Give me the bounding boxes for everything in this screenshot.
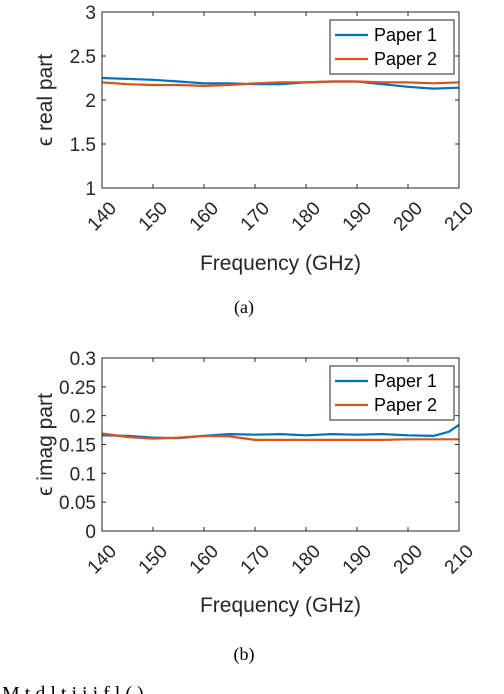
y-tick-label: 2.5 <box>70 47 96 68</box>
x-tick-label: 180 <box>288 198 325 235</box>
x-tick-label: 140 <box>84 541 121 578</box>
x-tick-label: 180 <box>288 541 325 578</box>
y-axis-label: ϵ real part <box>34 54 57 146</box>
x-tick-label: 200 <box>390 541 427 578</box>
y-tick-label: 0 <box>85 522 96 543</box>
x-tick-label: 150 <box>135 198 172 235</box>
x-tick-label: 200 <box>390 198 427 235</box>
legend-box <box>329 19 455 75</box>
x-tick-label: 160 <box>186 541 223 578</box>
y-tick-label: 0.2 <box>70 407 96 428</box>
y-axis-label: ϵ imag part <box>34 393 57 496</box>
y-tick-label: 1 <box>85 179 96 200</box>
panel-caption: (b) <box>234 644 255 665</box>
x-tick-label: 170 <box>237 541 274 578</box>
y-tick-label: 0.1 <box>70 464 96 485</box>
x-tick-label: 170 <box>237 198 274 235</box>
legend-label-1: Paper 1 <box>374 371 437 391</box>
y-tick-label: 3 <box>85 3 96 24</box>
y-tick-label: 0.15 <box>59 436 96 457</box>
legend-box <box>329 365 455 421</box>
x-tick-label: 210 <box>441 541 478 578</box>
series-line-2 <box>101 432 459 441</box>
chart-panel-2: 140 150 160 170 180 190 200 210 0 0.05 0.1 0.15 0.2 0… <box>34 349 478 665</box>
y-tick-label: 0.25 <box>59 378 96 399</box>
x-tick-label: 190 <box>339 198 376 235</box>
x-tick-label: 140 <box>84 198 121 235</box>
x-axis-label: Frequency (GHz) <box>200 252 361 275</box>
y-tick-label: 1.5 <box>70 135 96 156</box>
cropped-caption-text: M t d l t i i i f l ( ) <box>2 683 144 694</box>
y-tick-label: 0.05 <box>59 493 96 514</box>
legend-label-1: Paper 1 <box>374 25 437 45</box>
x-tick-label: 160 <box>186 198 223 235</box>
series-line-1 <box>101 76 460 90</box>
legend-label-2: Paper 2 <box>374 395 437 415</box>
x-tick-label: 210 <box>441 198 478 235</box>
y-tick-label: 2 <box>85 91 96 112</box>
series-line-2 <box>101 80 460 88</box>
x-axis-label: Frequency (GHz) <box>200 594 361 617</box>
legend-label-2: Paper 2 <box>374 49 437 69</box>
panel-caption: (a) <box>234 297 254 318</box>
chart-panel-1: 140 150 160 170 180 190 200 210 1 1.5 2 2.5 3 Frequen… <box>34 3 478 318</box>
x-tick-label: 190 <box>339 541 376 578</box>
x-tick-label: 150 <box>135 541 172 578</box>
series-line-1 <box>101 423 460 440</box>
y-tick-label: 0.3 <box>70 349 96 370</box>
